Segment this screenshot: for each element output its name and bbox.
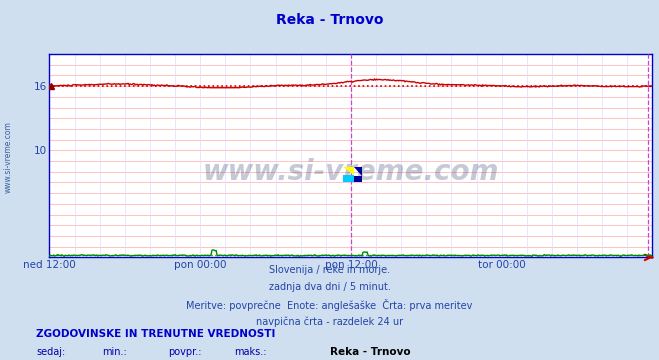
Text: min.:: min.: [102,347,127,357]
Text: zadnja dva dni / 5 minut.: zadnja dva dni / 5 minut. [269,282,390,292]
Text: Meritve: povprečne  Enote: anglešaške  Črta: prva meritev: Meritve: povprečne Enote: anglešaške Črt… [186,299,473,311]
Text: navpična črta - razdelek 24 ur: navpična črta - razdelek 24 ur [256,316,403,327]
Text: Reka - Trnovo: Reka - Trnovo [275,13,384,27]
Text: www.si-vreme.com: www.si-vreme.com [3,121,13,193]
Text: www.si-vreme.com: www.si-vreme.com [203,158,499,186]
Polygon shape [343,167,354,175]
Text: ZGODOVINSKE IN TRENUTNE VREDNOSTI: ZGODOVINSKE IN TRENUTNE VREDNOSTI [36,329,275,339]
Polygon shape [354,167,362,176]
Text: Slovenija / reke in morje.: Slovenija / reke in morje. [269,265,390,275]
Text: maks.:: maks.: [234,347,266,357]
Text: Reka - Trnovo: Reka - Trnovo [330,347,410,357]
Text: sedaj:: sedaj: [36,347,65,357]
Bar [354,176,362,183]
Polygon shape [343,175,354,183]
Text: povpr.:: povpr.: [168,347,202,357]
